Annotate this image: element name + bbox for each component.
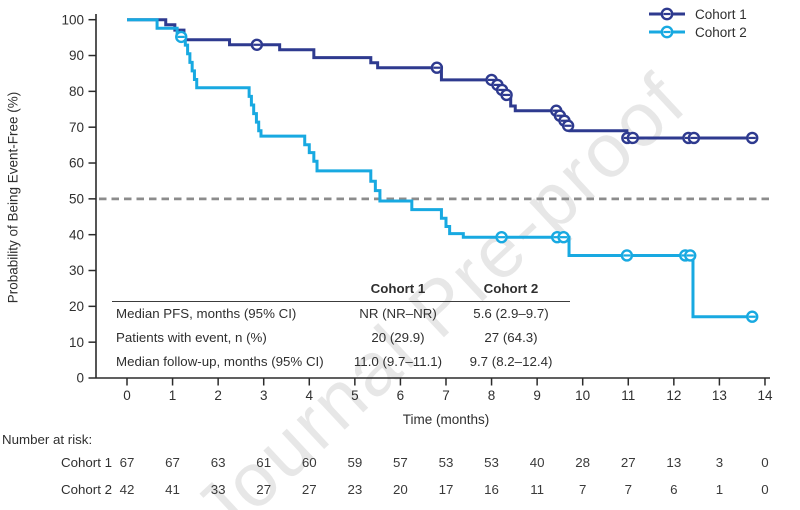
risk-count-cohort2: 1 xyxy=(715,482,724,497)
risk-count-cohort2: 7 xyxy=(578,482,587,497)
risk-count-cohort2: 33 xyxy=(210,482,226,497)
x-tick-label: 9 xyxy=(533,388,541,403)
stats-header-empty xyxy=(112,277,344,302)
x-tick-label: 13 xyxy=(712,388,727,403)
stats-table: Cohort 1 Cohort 2 Median PFS, months (95… xyxy=(112,277,570,374)
x-axis-title: Time (months) xyxy=(402,412,490,427)
stats-row-label: Patients with event, n (%) xyxy=(116,330,267,345)
stats-row-label: Median follow-up, months (95% CI) xyxy=(116,354,324,369)
stats-value: 9.7 (8.2–12.4) xyxy=(469,354,553,369)
y-tick-label: 40 xyxy=(69,227,84,242)
risk-count-cohort1: 27 xyxy=(620,455,636,470)
risk-count-cohort2: 7 xyxy=(624,482,632,497)
legend-label-cohort2: Cohort 2 xyxy=(695,24,747,40)
risk-count-cohort1: 57 xyxy=(393,455,408,470)
x-tick-label: 3 xyxy=(260,388,268,403)
legend-marker-cohort2-icon xyxy=(649,25,685,39)
stats-value: 5.6 (2.9–9.7) xyxy=(473,306,549,321)
risk-count-cohort2: 17 xyxy=(438,482,454,497)
risk-row-label-cohort2: Cohort 2 xyxy=(61,482,112,497)
y-axis-title: Probability of Being Event-Free (%) xyxy=(5,91,21,304)
x-tick-label: 14 xyxy=(757,388,773,403)
risk-count-cohort2: 27 xyxy=(301,482,317,497)
risk-count-cohort1: 3 xyxy=(715,455,724,470)
risk-count-cohort2: 0 xyxy=(761,482,769,497)
legend-marker-cohort1-icon xyxy=(649,7,685,21)
risk-count-cohort2: 16 xyxy=(484,482,499,497)
stats-row-label: Median PFS, months (95% CI) xyxy=(116,306,297,321)
risk-count-cohort1: 67 xyxy=(119,455,135,470)
x-tick-label: 7 xyxy=(442,388,450,403)
x-tick-label: 4 xyxy=(306,388,314,403)
risk-count-cohort1: 60 xyxy=(301,455,317,470)
y-tick-label: 10 xyxy=(69,335,84,350)
risk-row-label-cohort1: Cohort 1 xyxy=(61,455,112,470)
risk-count-cohort2: 6 xyxy=(670,482,678,497)
x-tick-label: 8 xyxy=(488,388,496,403)
legend: Cohort 1 Cohort 2 xyxy=(648,5,747,41)
legend-item-cohort1: Cohort 1 xyxy=(648,5,747,23)
risk-count-cohort1: 67 xyxy=(165,455,180,470)
risk-count-cohort2: 20 xyxy=(393,482,408,497)
risk-count-cohort1: 53 xyxy=(484,455,499,470)
y-tick-label: 50 xyxy=(69,191,84,206)
number-at-risk-title: Number at risk: xyxy=(2,432,93,447)
legend-label-cohort1: Cohort 1 xyxy=(695,6,747,22)
x-tick-label: 11 xyxy=(621,388,635,403)
risk-count-cohort2: 23 xyxy=(347,482,363,497)
stats-value: 11.0 (9.7–11.1) xyxy=(353,354,443,369)
risk-count-cohort1: 61 xyxy=(256,455,272,470)
y-tick-label: 60 xyxy=(69,156,84,171)
y-tick-label: 100 xyxy=(61,12,84,27)
x-tick-label: 0 xyxy=(123,388,131,403)
risk-count-cohort1: 28 xyxy=(575,455,591,470)
x-tick-label: 10 xyxy=(575,388,590,403)
y-tick-label: 30 xyxy=(69,263,84,278)
stats-header-cohort2: Cohort 2 xyxy=(452,277,570,302)
y-tick-label: 70 xyxy=(69,120,84,135)
risk-count-cohort2: 42 xyxy=(119,482,135,497)
stats-value: NR (NR–NR) xyxy=(359,306,437,321)
x-tick-label: 1 xyxy=(169,388,177,403)
stats-value: 20 (29.9) xyxy=(371,330,425,345)
risk-count-cohort1: 0 xyxy=(761,455,769,470)
risk-count-cohort2: 27 xyxy=(256,482,272,497)
stats-header-cohort1: Cohort 1 xyxy=(344,277,452,302)
risk-count-cohort1: 13 xyxy=(666,455,682,470)
stats-value: 27 (64.3) xyxy=(484,330,538,345)
y-tick-label: 20 xyxy=(69,299,84,314)
risk-count-cohort2: 11 xyxy=(530,482,545,497)
risk-count-cohort2: 41 xyxy=(165,482,180,497)
risk-count-cohort1: 40 xyxy=(529,455,545,470)
x-tick-label: 6 xyxy=(397,388,405,403)
y-tick-label: 0 xyxy=(76,371,84,386)
risk-count-cohort1: 63 xyxy=(210,455,226,470)
x-tick-label: 2 xyxy=(214,388,222,403)
legend-item-cohort2: Cohort 2 xyxy=(648,23,747,41)
risk-count-cohort1: 59 xyxy=(347,455,363,470)
y-tick-label: 80 xyxy=(69,84,84,99)
risk-count-cohort1: 53 xyxy=(438,455,454,470)
x-tick-label: 5 xyxy=(351,388,359,403)
x-tick-label: 12 xyxy=(666,388,681,403)
y-tick-label: 90 xyxy=(69,48,84,63)
km-curve-cohort2 xyxy=(127,18,754,319)
